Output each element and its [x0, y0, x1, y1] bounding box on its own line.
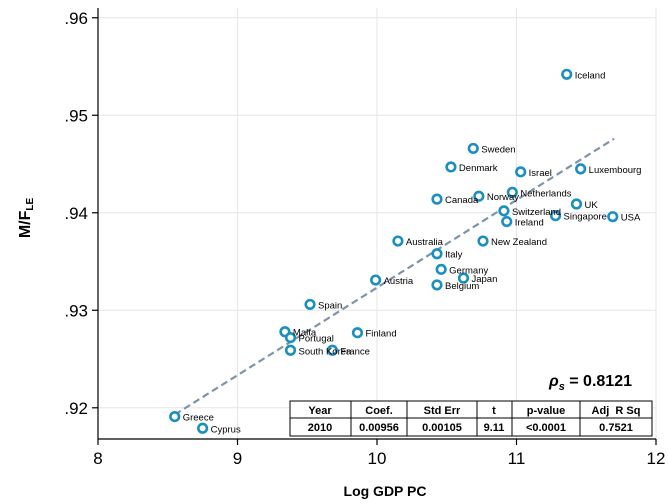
x-tick-label: 11: [508, 449, 526, 468]
data-point: [392, 235, 404, 247]
point-label: UK: [584, 200, 598, 211]
point-label: Switzerland: [512, 207, 561, 218]
point-label: Germany: [449, 265, 488, 276]
y-axis-title: M/FLE: [17, 198, 36, 239]
point-label: New Zealand: [491, 237, 547, 248]
stats-cell-coef: 0.00956: [359, 422, 399, 434]
point-label: USA: [621, 213, 641, 224]
stats-header-adj-r-sq: Adj R Sq: [592, 405, 641, 417]
point-label: Israel: [529, 168, 552, 179]
point-label: Luxembourg: [589, 165, 642, 176]
y-tick-label: .95: [64, 106, 88, 125]
stats-header-coef: Coef.: [365, 405, 393, 417]
point-label: Japan: [471, 274, 497, 285]
data-point: [575, 163, 587, 175]
point-label: Malta: [293, 328, 317, 339]
stats-table: Year Coef. Std Err t p-value Adj R Sq 20…: [289, 400, 653, 437]
rho-annotation: ρs = 0.8121: [548, 373, 632, 393]
point-label: Singapore: [564, 212, 607, 223]
stats-cell-std-err: 0.00105: [422, 422, 462, 434]
stats-cell-year: 2010: [308, 422, 332, 434]
data-point: [431, 248, 443, 260]
data-point: [351, 327, 364, 339]
x-tick-label: 9: [233, 449, 242, 468]
data-point: [197, 422, 209, 434]
rho-subscript: s: [559, 381, 565, 393]
y-tick-label: .94: [64, 204, 88, 223]
x-tick-label: 10: [368, 449, 387, 468]
x-tick-label: 12: [647, 449, 666, 468]
data-point: [501, 215, 513, 228]
point-label: Italy: [445, 250, 463, 261]
stats-header-year: Year: [308, 405, 332, 417]
data-point: [570, 198, 583, 210]
point-label: South Korea: [299, 346, 353, 357]
point-labels: Iceland Sweden Denmark Israel Luxembourg Cana…: [183, 70, 642, 435]
point-label: Australia: [406, 237, 444, 248]
data-point: [607, 211, 619, 223]
stats-cell-p-value: <0.0001: [526, 422, 566, 434]
data-point: [304, 298, 316, 311]
point-label: Finland: [365, 329, 396, 340]
stats-header-p-value: p-value: [527, 405, 566, 417]
point-label: France: [340, 346, 370, 357]
data-point: [169, 410, 181, 423]
stats-header-t: t: [492, 405, 496, 417]
y-axis-title-main: M/F: [17, 210, 34, 238]
data-point: [431, 279, 443, 291]
point-label: Iceland: [575, 70, 606, 81]
data-point: [284, 331, 297, 344]
data-point: [498, 205, 510, 217]
point-label: Spain: [318, 300, 342, 311]
point-label: Portugal: [299, 334, 334, 345]
y-axis-title-sub: LE: [25, 198, 36, 211]
stats-cell-adj-r-sq: 0.7521: [599, 422, 633, 434]
rho-value: = 0.8121: [565, 373, 632, 390]
x-tick-label: 8: [93, 449, 102, 468]
point-label: Norway: [487, 192, 519, 203]
data-point: [477, 235, 489, 247]
point-label: Belgium: [445, 281, 479, 292]
data-point: [549, 210, 562, 222]
y-tick-label: .93: [64, 301, 88, 320]
point-label: Ireland: [515, 218, 544, 229]
data-point: [561, 68, 573, 80]
stats-cell-t: 9.11: [484, 422, 505, 434]
data-point: [467, 142, 479, 155]
data-point: [506, 186, 518, 198]
data-point: [445, 161, 457, 173]
point-label: Sweden: [481, 144, 515, 155]
data-points: [169, 68, 619, 434]
data-point: [435, 263, 447, 275]
point-label: Greece: [183, 413, 214, 424]
rho-symbol: ρ: [548, 373, 559, 390]
axes: 8 9 10 11 12 .92 .93 .94 .95 .96: [64, 8, 665, 468]
data-point: [515, 166, 527, 178]
x-axis-title: Log GDP PC: [344, 483, 427, 499]
stats-header-std-err: Std Err: [424, 405, 461, 417]
data-point: [457, 272, 470, 284]
point-label: Austria: [384, 276, 414, 287]
point-label: Canada: [445, 195, 479, 206]
y-tick-label: .96: [64, 9, 88, 28]
data-point: [370, 274, 382, 286]
data-point: [326, 344, 338, 356]
data-point: [431, 193, 443, 205]
point-label: Cyprus: [211, 424, 241, 435]
fit-line: [174, 137, 615, 416]
point-label: Denmark: [459, 163, 498, 174]
point-label: Netherlands: [520, 188, 571, 199]
data-point: [473, 190, 485, 202]
data-point: [284, 344, 297, 356]
y-tick-label: .92: [64, 399, 88, 418]
